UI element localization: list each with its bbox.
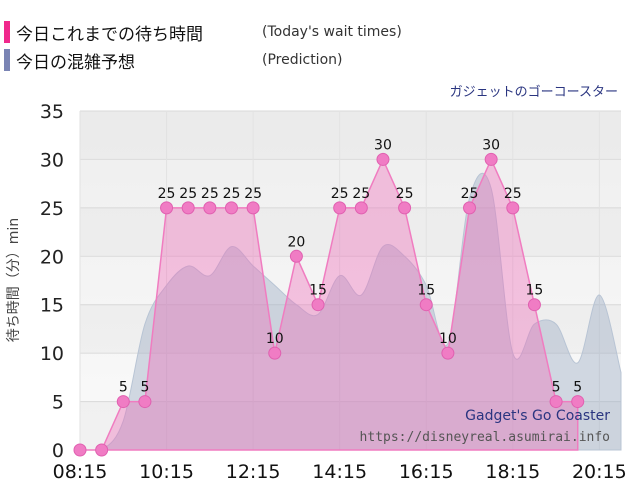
actual-point (95, 443, 109, 457)
actual-point (246, 201, 260, 215)
x-tick-label: 08:15 (53, 461, 108, 483)
actual-point (398, 201, 412, 215)
actual-point (138, 395, 152, 409)
y-tick-label: 5 (52, 392, 64, 414)
actual-value-label: 30 (482, 137, 500, 153)
x-tick-label: 14:15 (312, 461, 367, 483)
actual-value-label: 15 (309, 283, 327, 299)
actual-point (203, 201, 217, 215)
axes: 0 5 10 15 20 25 30 35 08:15 10:15 12:15 14:15 16:15 1… (40, 101, 627, 483)
actual-value-label: 15 (526, 283, 544, 299)
y-tick-label: 35 (40, 101, 64, 123)
grid-band (80, 207, 621, 257)
actual-value-label: 25 (223, 186, 241, 202)
y-axis-label: 待ち時間（分）min (6, 218, 22, 342)
actual-value-label: 15 (417, 283, 435, 299)
actual-point (73, 443, 87, 457)
actual-value-label: 5 (552, 380, 561, 396)
actual-value-label: 25 (244, 186, 262, 202)
actual-point (419, 298, 433, 312)
legend-prediction-label: 今日の混雑予想 (16, 52, 135, 73)
actual-value-label: 25 (179, 186, 197, 202)
actual-value-label: 5 (573, 380, 582, 396)
y-tick-label: 15 (40, 295, 64, 317)
actual-point (571, 395, 585, 409)
y-tick-label: 30 (40, 149, 64, 171)
actual-point (527, 298, 541, 312)
actual-value-label: 25 (396, 186, 414, 202)
actual-point (506, 201, 520, 215)
y-tick-label: 0 (52, 440, 64, 462)
legend-prediction: 今日の混雑予想 (Prediction) (4, 48, 342, 73)
actual-point (224, 201, 238, 215)
actual-value-label: 5 (119, 380, 128, 396)
actual-value-label: 30 (374, 137, 392, 153)
prediction-area (79, 172, 622, 451)
actual-value-label: 20 (287, 234, 305, 250)
actual-value-label: 5 (140, 380, 149, 396)
grid-lines (79, 110, 621, 451)
actual-point (160, 201, 174, 215)
actual-value-label: 25 (461, 186, 479, 202)
actual-point (441, 346, 455, 360)
actual-point (289, 249, 303, 263)
y-tick-label: 10 (40, 343, 64, 365)
actual-value-label: 25 (201, 186, 219, 202)
legend-actual-sub: (Today's wait times) (262, 24, 402, 40)
grid-band (80, 111, 621, 160)
actual-point (463, 201, 477, 215)
legend-prediction-swatch (4, 49, 10, 71)
actual-point (376, 152, 390, 166)
x-tick-label: 20:15 (572, 461, 627, 483)
y-tick-label: 25 (40, 198, 64, 220)
prediction-series (79, 172, 622, 451)
actual-value-label: 25 (504, 186, 522, 202)
watermark-url: https://disneyreal.asumirai.info (360, 430, 610, 445)
actual-point (354, 201, 368, 215)
legend-actual-label: 今日これまでの待ち時間 (16, 24, 203, 45)
actual-value-label: 10 (266, 331, 284, 347)
actual-point (116, 395, 130, 409)
actual-point (333, 201, 347, 215)
chart-title: ガジェットのゴーコースター (450, 84, 618, 100)
y-tick-label: 20 (40, 246, 64, 268)
x-tick-label: 12:15 (226, 461, 281, 483)
actual-value-label: 25 (158, 186, 176, 202)
legend-actual: 今日これまでの待ち時間 (Today's wait times) (4, 20, 402, 45)
actual-point (181, 201, 195, 215)
watermark-title: Gadget's Go Coaster (465, 408, 610, 424)
actual-point (268, 346, 282, 360)
x-tick-label: 16:15 (399, 461, 454, 483)
grid-band (80, 401, 621, 450)
legend-actual-swatch (4, 21, 10, 43)
x-tick-label: 10:15 (139, 461, 194, 483)
actual-value-label: 10 (439, 331, 457, 347)
actual-point (549, 395, 563, 409)
legend-prediction-sub: (Prediction) (262, 52, 343, 68)
x-tick-label: 18:15 (485, 461, 540, 483)
actual-point (311, 298, 325, 312)
actual-value-label: 25 (352, 186, 370, 202)
actual-point (484, 152, 498, 166)
actual-value-label: 25 (331, 186, 349, 202)
